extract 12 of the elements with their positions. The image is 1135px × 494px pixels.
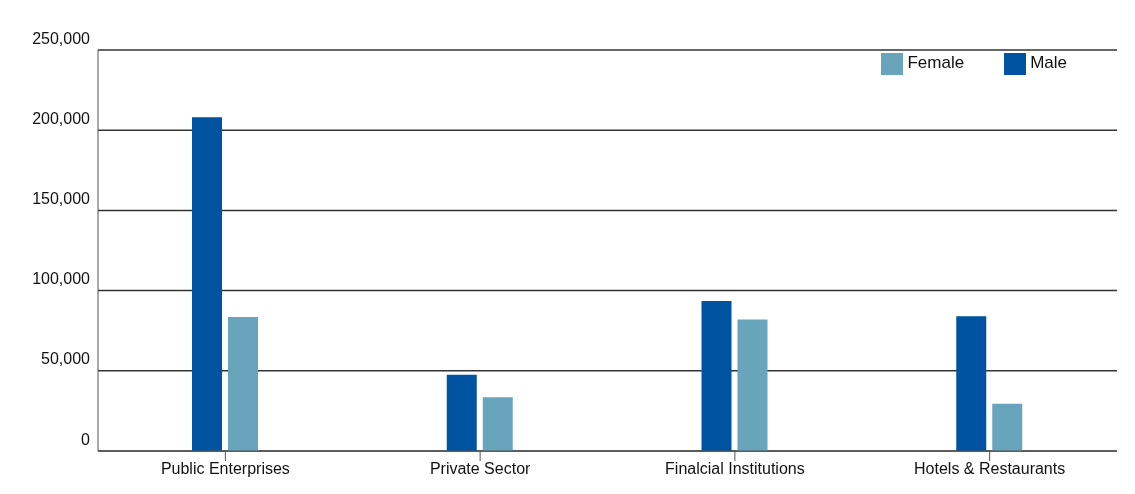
y-tick-label: 200,000 [32, 109, 91, 127]
x-tick-label: Private Sector [429, 460, 532, 478]
y-tick-label: 250,000 [32, 29, 91, 47]
y-tick-label: 0 [81, 430, 91, 448]
legend-label: Female [907, 53, 965, 73]
y-tick-label: 150,000 [32, 190, 91, 208]
y-tick-label: 100,000 [32, 270, 91, 288]
x-tick-label: Hotels & Restaurants [914, 460, 1066, 478]
legend-label: Male [1030, 53, 1067, 73]
x-tick-label: Public Enterprises [160, 460, 290, 478]
y-tick-label: 50,000 [41, 350, 91, 368]
x-tick-label: Finalcial Institutions [665, 460, 805, 478]
